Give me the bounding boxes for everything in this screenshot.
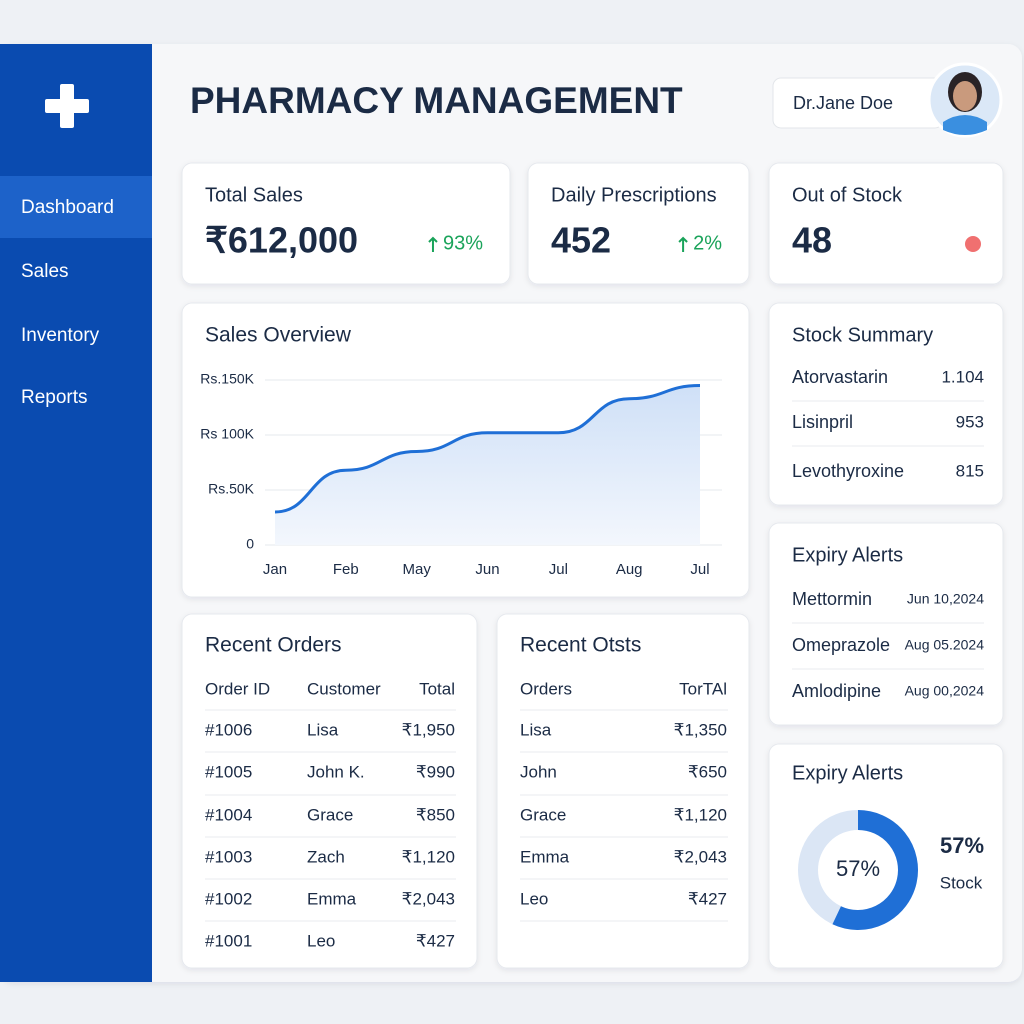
column-header: Customer <box>307 679 381 698</box>
kpi-value: 48 <box>792 220 832 261</box>
up-arrow <box>678 236 688 252</box>
donut-side-label: 57% <box>940 833 984 858</box>
row-value: 953 <box>956 412 984 431</box>
nav-active <box>0 176 152 238</box>
cell: #1005 <box>205 762 252 781</box>
cell: #1002 <box>205 889 252 908</box>
column-header: Order ID <box>205 679 270 698</box>
cell: Leo <box>307 931 335 950</box>
kpi-value: ₹612,000 <box>205 220 358 261</box>
x-tick-label: Jul <box>549 561 568 578</box>
list-card <box>768 302 1004 506</box>
cell: ₹1,120 <box>674 805 727 824</box>
kpi-value: 452 <box>551 220 611 261</box>
cell: ₹850 <box>416 805 455 824</box>
row-value: Aug 05.2024 <box>905 637 985 653</box>
nav-item[interactable]: Sales <box>21 261 69 282</box>
area <box>275 385 700 545</box>
cell: Grace <box>307 805 353 824</box>
column-header: Orders <box>520 679 572 698</box>
row-value: 815 <box>956 461 984 480</box>
cell: ₹2,043 <box>674 847 727 866</box>
kpi-label: Total Sales <box>205 184 303 206</box>
cell: John <box>520 762 557 781</box>
cell: ₹990 <box>416 762 455 781</box>
row-value: 1.104 <box>941 367 984 386</box>
cell: Leo <box>520 889 548 908</box>
row-name: Amlodipine <box>792 681 881 701</box>
x-tick-label: Jan <box>263 561 287 578</box>
y-tick-label: Rs.50K <box>208 481 255 497</box>
card-title: Expiry Alerts <box>792 762 903 784</box>
x-tick-label: Aug <box>616 561 643 578</box>
x-tick-label: Feb <box>333 561 359 578</box>
avatar[interactable] <box>927 62 1003 138</box>
user-name: Dr.Jane Doe <box>793 93 893 113</box>
row-value: Aug 00,2024 <box>905 683 985 699</box>
logo <box>45 84 89 128</box>
kpi-label: Out of Stock <box>792 184 903 206</box>
table-card <box>181 613 478 969</box>
cell: ₹1,120 <box>402 847 455 866</box>
y-tick-label: Rs 100K <box>200 426 254 442</box>
cell: Emma <box>307 889 357 908</box>
kpi-change: 93% <box>443 232 483 254</box>
nav-item[interactable]: Dashboard <box>21 197 114 218</box>
nav-item[interactable]: Reports <box>21 387 88 408</box>
kpi-change: 2% <box>693 232 722 254</box>
kpi-card <box>181 162 511 285</box>
y-tick-label: 0 <box>246 536 254 552</box>
cell: Emma <box>520 847 570 866</box>
card-title: Stock Summary <box>792 324 933 346</box>
status-dot <box>965 236 981 252</box>
kpi-card <box>527 162 750 285</box>
cell: ₹427 <box>416 931 455 950</box>
cell: ₹2,043 <box>402 889 455 908</box>
y-tick-label: Rs.150K <box>200 371 254 387</box>
row-name: Levothyroxine <box>792 461 904 481</box>
chart-title: Sales Overview <box>205 324 352 347</box>
column-header: Total <box>419 679 455 698</box>
cell: #1004 <box>205 805 252 824</box>
table-title: Recent Orders <box>205 634 342 657</box>
cell: Zach <box>307 847 345 866</box>
up-arrow <box>428 236 438 252</box>
kpi-card <box>768 162 1004 285</box>
donut-caption: Stock <box>940 873 983 892</box>
cell: ₹1,950 <box>402 720 455 739</box>
row-name: Lisinpril <box>792 412 853 432</box>
card-title: Expiry Alerts <box>792 544 903 566</box>
cell: #1001 <box>205 931 252 950</box>
row-value: Jun 10,2024 <box>907 591 984 607</box>
x-tick-label: Jun <box>475 561 499 578</box>
table-title: Recent Otsts <box>520 634 641 657</box>
row-name: Atorvastarin <box>792 367 888 387</box>
x-tick-label: Jul <box>690 561 709 578</box>
list-card <box>768 522 1004 726</box>
cell: ₹427 <box>688 889 727 908</box>
row-name: Mettormin <box>792 589 872 609</box>
cell: Lisa <box>520 720 552 739</box>
page-title: PHARMACY MANAGEMENT <box>190 80 683 121</box>
cell: ₹1,350 <box>674 720 727 739</box>
cell: Lisa <box>307 720 339 739</box>
cell: ₹650 <box>688 762 727 781</box>
cell: #1006 <box>205 720 252 739</box>
row-name: Omeprazole <box>792 635 890 655</box>
nav-item[interactable]: Inventory <box>21 325 100 346</box>
table-card <box>496 613 750 969</box>
donut-arc <box>832 810 918 930</box>
cell: #1003 <box>205 847 252 866</box>
cell: John K. <box>307 762 365 781</box>
donut-center-label: 57% <box>836 856 880 881</box>
cell: Grace <box>520 805 566 824</box>
kpi-label: Daily Prescriptions <box>551 184 717 206</box>
x-tick-label: May <box>402 561 431 578</box>
line <box>274 384 701 514</box>
column-header: TorTAl <box>679 679 727 698</box>
